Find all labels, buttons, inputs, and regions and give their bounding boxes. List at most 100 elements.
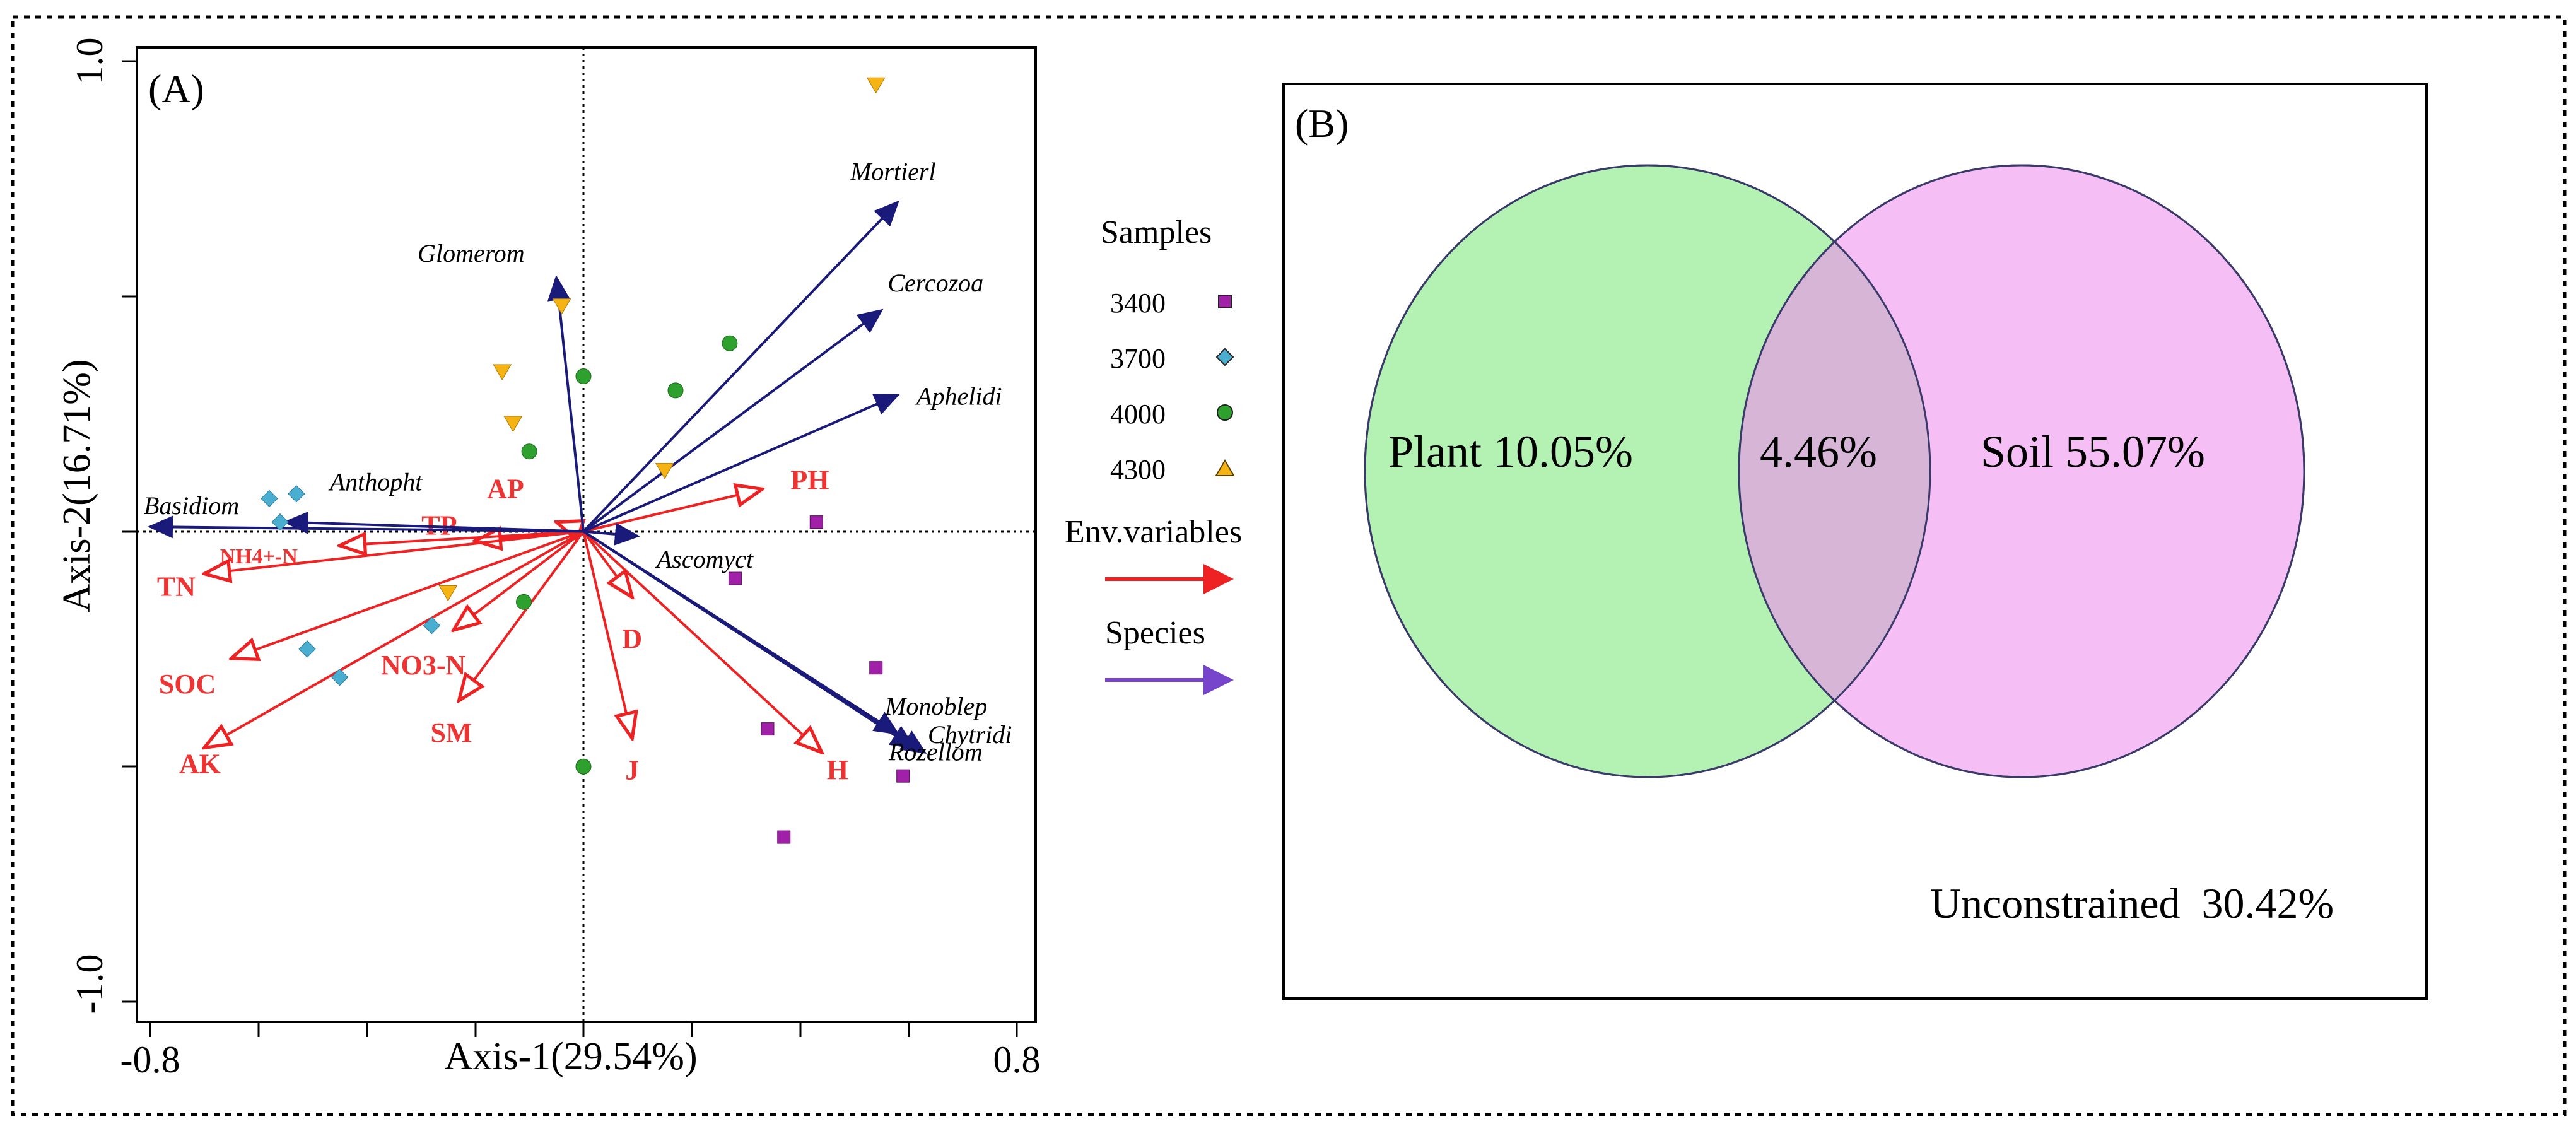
sample-point-4000-14: [667, 382, 684, 399]
env-label-tn: TN: [157, 571, 196, 602]
sample-point-3400-4: [896, 769, 910, 783]
species-vector-rozellom: [582, 530, 916, 749]
env-label-soc: SOC: [159, 669, 216, 700]
x-axis-ticks: [149, 1022, 1018, 1037]
env-label-ap: AP: [487, 474, 524, 505]
venn-intersection: [1738, 242, 1930, 701]
species-vector-ascomyct: [583, 522, 640, 546]
panel-a: (A) -0.8 0.8 1.0 -1.0 Axis-1: [56, 38, 1041, 1081]
species-label-glomerom: Glomerom: [418, 239, 525, 267]
species-vectors: Mortierl Cercozoa Aphelidi Glomerom Anthopht…: [144, 158, 1012, 766]
species-label-basidiom: Basidiom: [144, 491, 239, 520]
legend-marker-4300: [1215, 459, 1235, 476]
species-label-chytridi: Chytridi: [928, 720, 1012, 749]
legend-marker-4000: [1217, 404, 1233, 421]
legend-sample-label-3700: 3700: [1110, 343, 1166, 374]
env-label-ph: PH: [790, 464, 829, 495]
sample-point-4300-19: [552, 298, 571, 315]
y-axis-ticks: [122, 60, 137, 1003]
species-vector-glomerom: [547, 274, 585, 532]
y-tick-label-max: 1.0: [69, 38, 110, 85]
sample-point-4300-23: [438, 585, 458, 602]
venn-intersection-label: 4.46%: [1760, 426, 1877, 477]
y-tick-label-min: -1.0: [69, 954, 110, 1014]
env-label-j: J: [625, 755, 639, 786]
env-label-ak: AK: [179, 748, 221, 779]
legend-marker-3400: [1218, 295, 1232, 308]
env-vector-no3-n: [454, 530, 585, 631]
species-label-monoblep: Monoblep: [884, 692, 987, 720]
panel-a-plot-frame: [136, 46, 1037, 1023]
env-vector-ak: [204, 530, 584, 748]
env-label-h: H: [827, 754, 848, 785]
sample-point-3400-5: [777, 830, 791, 844]
panel-b: (B) Plant 10.05% 4.46% Soil 55.07% Uncon…: [1282, 83, 2428, 1000]
env-vector-sm: [459, 530, 585, 701]
legend-species-label: Species: [1105, 615, 1205, 651]
species-label-cercozoa: Cercozoa: [887, 269, 983, 297]
legend-sample-label-4300: 4300: [1110, 454, 1166, 485]
legend-sample-label-4000: 4000: [1110, 399, 1166, 430]
env-vector-nh4-n: [340, 530, 584, 546]
legend-marker-3700: [1215, 348, 1234, 366]
legend-samples-title: Samples: [1101, 214, 1212, 250]
env-vector-tn: [204, 530, 584, 574]
x-tick-label-min: -0.8: [120, 1039, 180, 1081]
env-label-sm: SM: [430, 717, 472, 748]
sample-point-3400-3: [761, 722, 775, 736]
panel-b-label: (B): [1295, 101, 1349, 146]
sample-point-3700-7: [288, 485, 305, 503]
legend: Samples 3400 3700 4000 4300 Env.variables S…: [1065, 214, 1242, 695]
sample-point-3700-10: [298, 640, 316, 658]
sample-point-4000-13: [722, 335, 738, 351]
sample-points: [261, 77, 910, 844]
sample-point-4000-12: [575, 368, 592, 384]
species-label-aphelidi: Aphelidi: [915, 382, 1002, 410]
sample-point-4000-17: [575, 758, 592, 775]
sample-point-3400-2: [869, 661, 883, 675]
species-vector-mortierl: [582, 200, 899, 532]
venn-plant-label: Plant 10.05%: [1388, 426, 1633, 477]
outer-frame: [11, 15, 2567, 1116]
legend-sample-label-3400: 3400: [1110, 288, 1166, 319]
env-vector-ap: [556, 522, 583, 532]
venn-outline-plant: [1364, 164, 1931, 778]
panel-a-label: (A): [148, 66, 204, 111]
sample-point-4000-16: [516, 594, 532, 610]
env-vector-j: [582, 531, 632, 739]
species-vector-basidiom: [148, 515, 584, 539]
sample-point-3700-9: [423, 616, 441, 635]
env-vector-ph: [583, 489, 762, 533]
env-vector-h: [582, 530, 822, 753]
env-label-d: D: [622, 623, 642, 654]
sample-point-4300-20: [493, 364, 512, 381]
panel-b-frame: [1282, 83, 2428, 1000]
sample-point-4000-15: [521, 443, 537, 460]
x-tick-label-max: 0.8: [993, 1039, 1041, 1081]
legend-env-label: Env.variables: [1065, 514, 1242, 550]
sample-point-3700-11: [331, 668, 349, 686]
x-axis-title: Axis-1(29.54%): [444, 1035, 697, 1078]
venn-unconstrained-label: Unconstrained 30.42%: [1930, 879, 2334, 927]
sample-point-4300-18: [866, 77, 886, 94]
species-vector-aphelidi: [583, 394, 900, 533]
sample-point-3400-1: [728, 571, 742, 585]
sample-point-3700-6: [261, 489, 278, 508]
species-label-mortierl: Mortierl: [850, 158, 936, 186]
env-vector-soc: [231, 530, 584, 659]
y-axis-title: Axis-2(16.71%): [56, 359, 98, 612]
species-label-anthopht: Anthopht: [328, 468, 423, 496]
species-label-rozellom: Rozellom: [888, 737, 983, 766]
sample-point-4300-21: [503, 416, 523, 433]
venn-outline-soil: [1738, 164, 2305, 778]
sample-point-3400-0: [809, 515, 823, 529]
venn-soil-label: Soil 55.07%: [1981, 426, 2205, 477]
species-label-ascomyct: Ascomyct: [655, 545, 754, 573]
sample-point-3700-8: [271, 513, 289, 531]
sample-point-4300-22: [655, 463, 674, 479]
species-vector-cercozoa: [582, 308, 884, 533]
env-label-no3-n: NO3-N: [381, 650, 466, 681]
env-vector-d: [582, 530, 632, 597]
